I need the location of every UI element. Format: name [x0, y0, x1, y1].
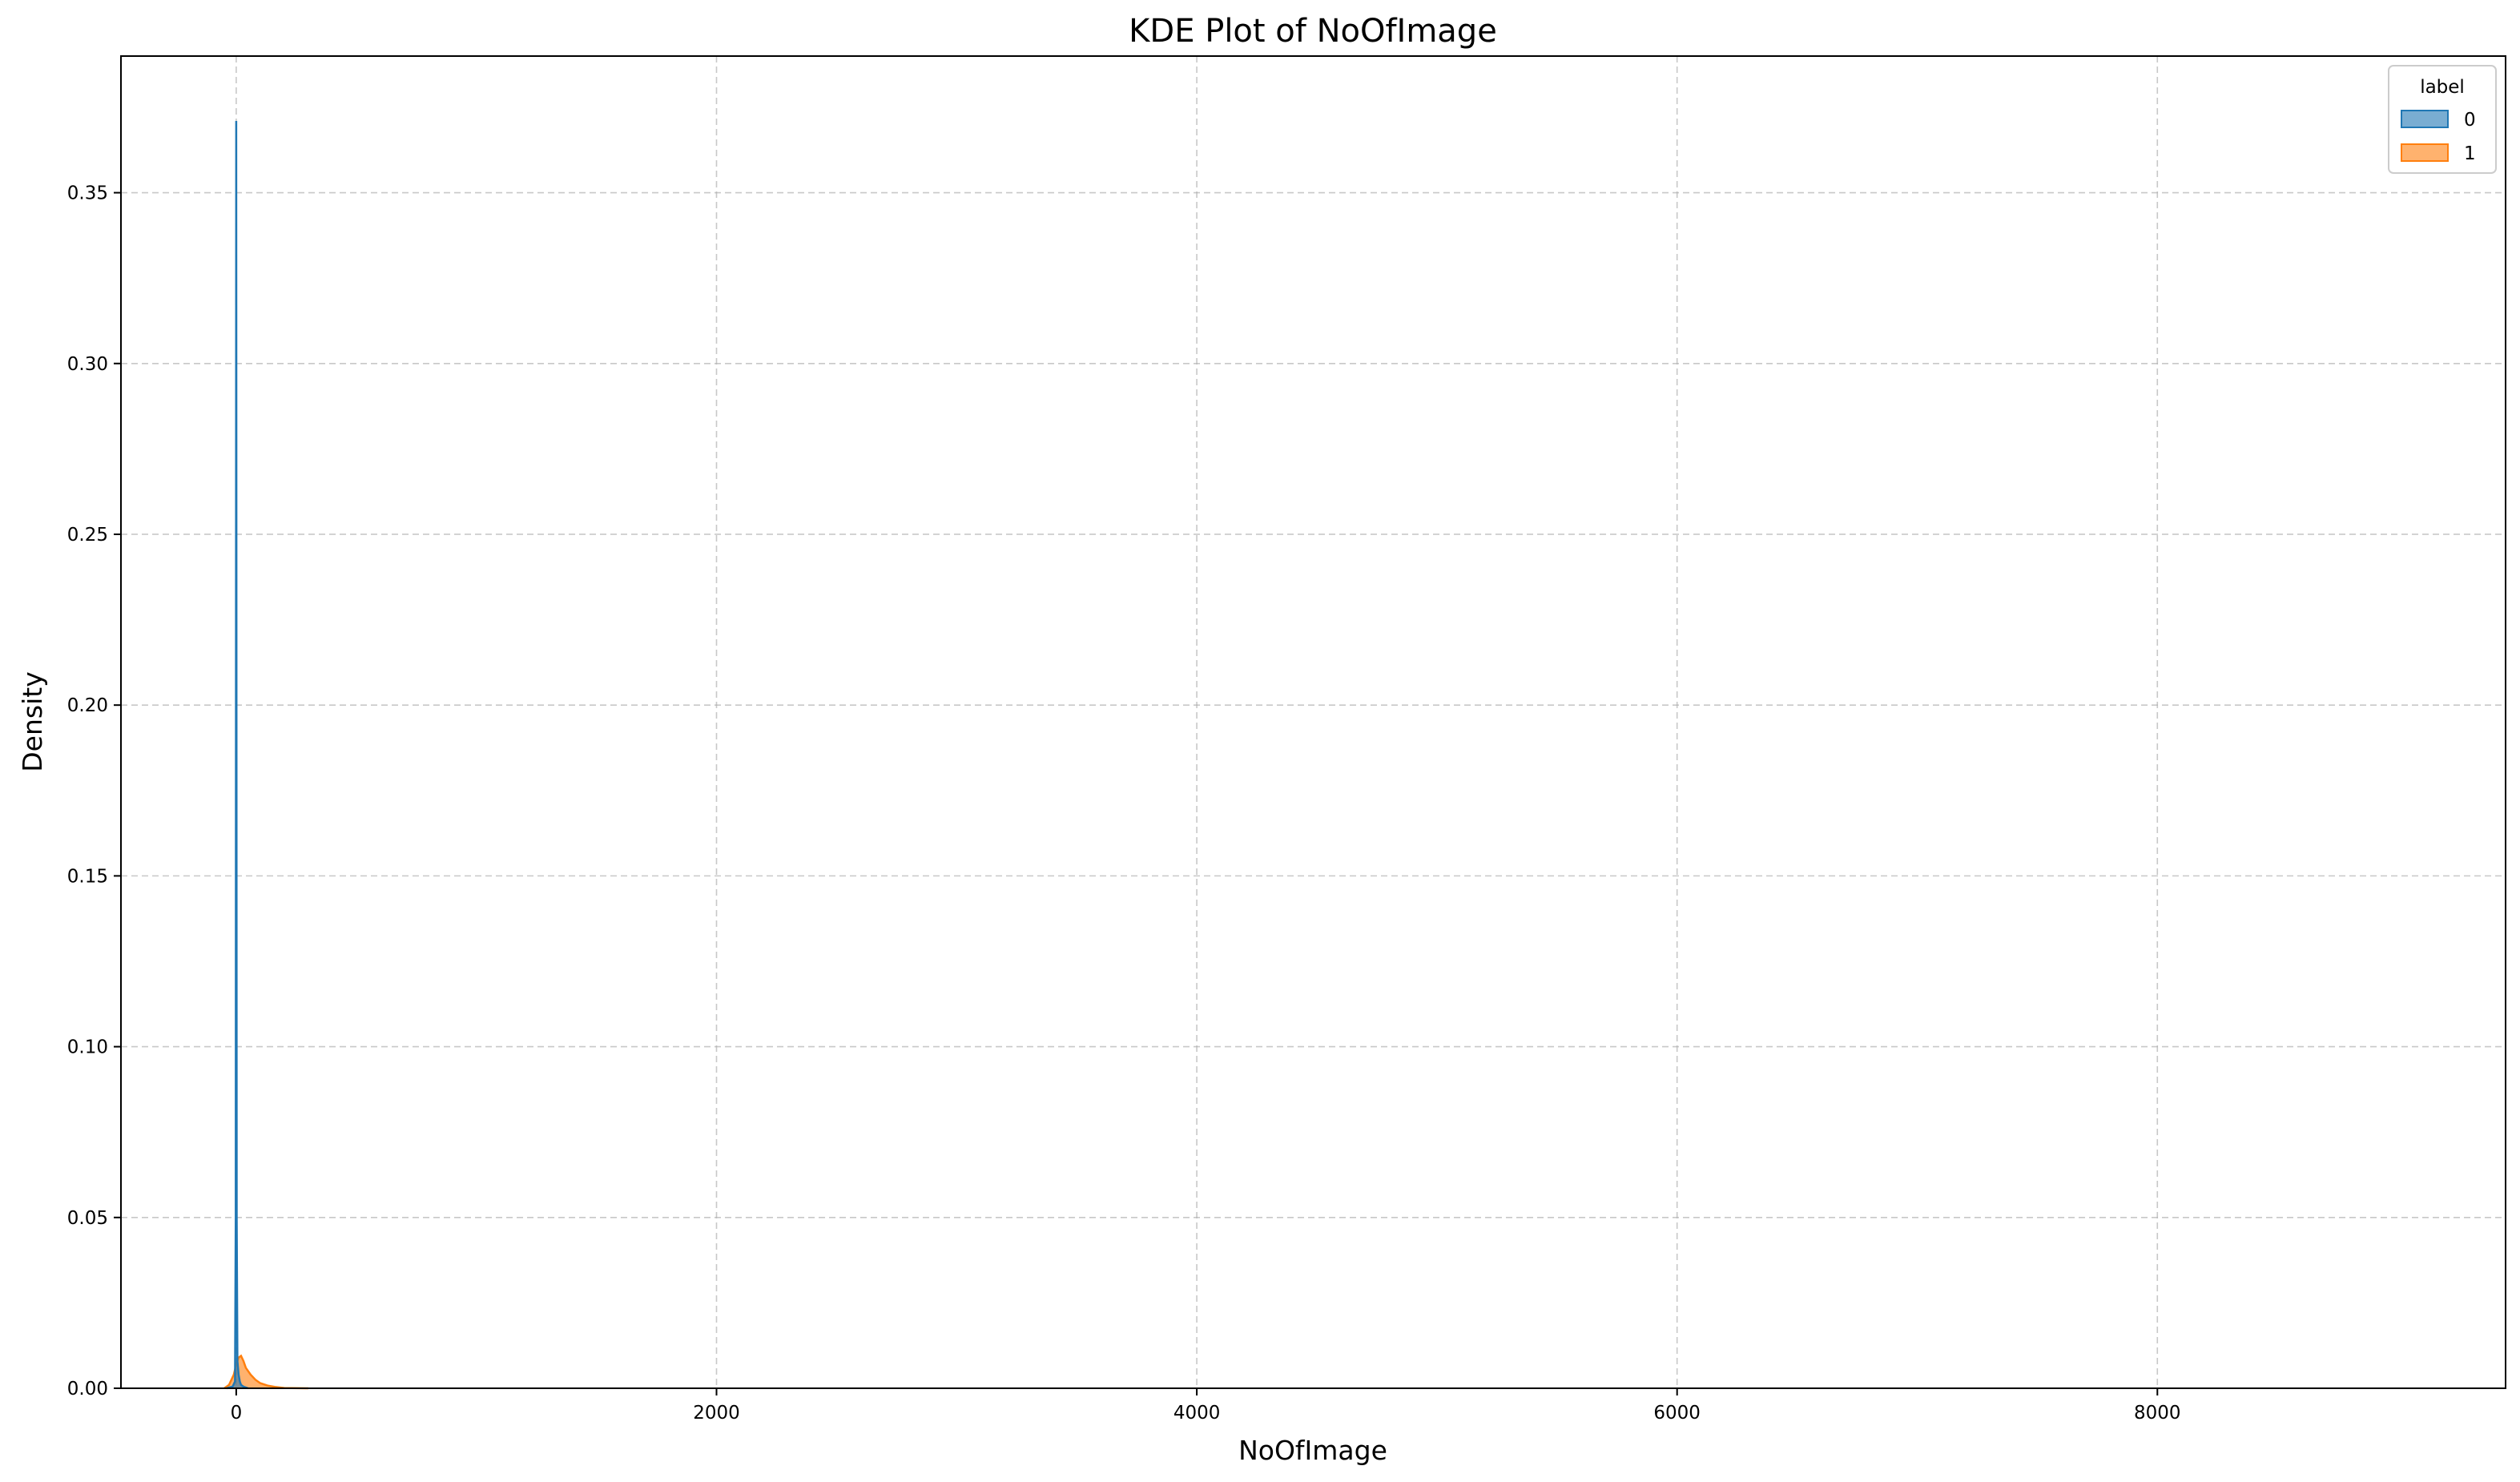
y-tick-label: 0.15 — [67, 866, 108, 887]
y-tick-label: 0.30 — [67, 354, 108, 375]
y-axis-label: Density — [17, 671, 48, 771]
legend-label-1: 1 — [2464, 143, 2476, 164]
x-tick-label: 4000 — [1173, 1403, 1221, 1424]
y-tick-label: 0.00 — [67, 1379, 108, 1399]
legend-label-0: 0 — [2464, 110, 2476, 131]
kde-area-series-1 — [223, 1355, 308, 1388]
legend-swatch-0 — [2401, 110, 2449, 128]
series-areas — [223, 121, 308, 1390]
x-tick-label: 8000 — [2134, 1403, 2181, 1424]
y-tick-label: 0.05 — [67, 1208, 108, 1229]
axis-ticks: 0 2000 4000 6000 8000 0.00 0.05 0.10 0.15 0.20 0.2… — [67, 183, 2181, 1424]
grid-lines — [121, 56, 2506, 1389]
kde-line-series-0 — [226, 121, 249, 1390]
y-tick-label: 0.35 — [67, 183, 108, 204]
chart-title: KDE Plot of NoOfImage — [1129, 13, 1497, 50]
legend-swatch-1 — [2401, 143, 2449, 162]
legend: label 0 1 — [2388, 65, 2497, 174]
x-axis-label: NoOfImage — [1238, 1435, 1387, 1466]
x-tick-label: 6000 — [1653, 1403, 1701, 1424]
x-tick-label: 0 — [231, 1403, 243, 1424]
legend-title: label — [2420, 77, 2465, 98]
y-tick-label: 0.10 — [67, 1037, 108, 1058]
x-tick-label: 2000 — [693, 1403, 740, 1424]
y-tick-label: 0.25 — [67, 525, 108, 546]
y-tick-label: 0.20 — [67, 695, 108, 716]
plot-frame — [120, 55, 2506, 1389]
